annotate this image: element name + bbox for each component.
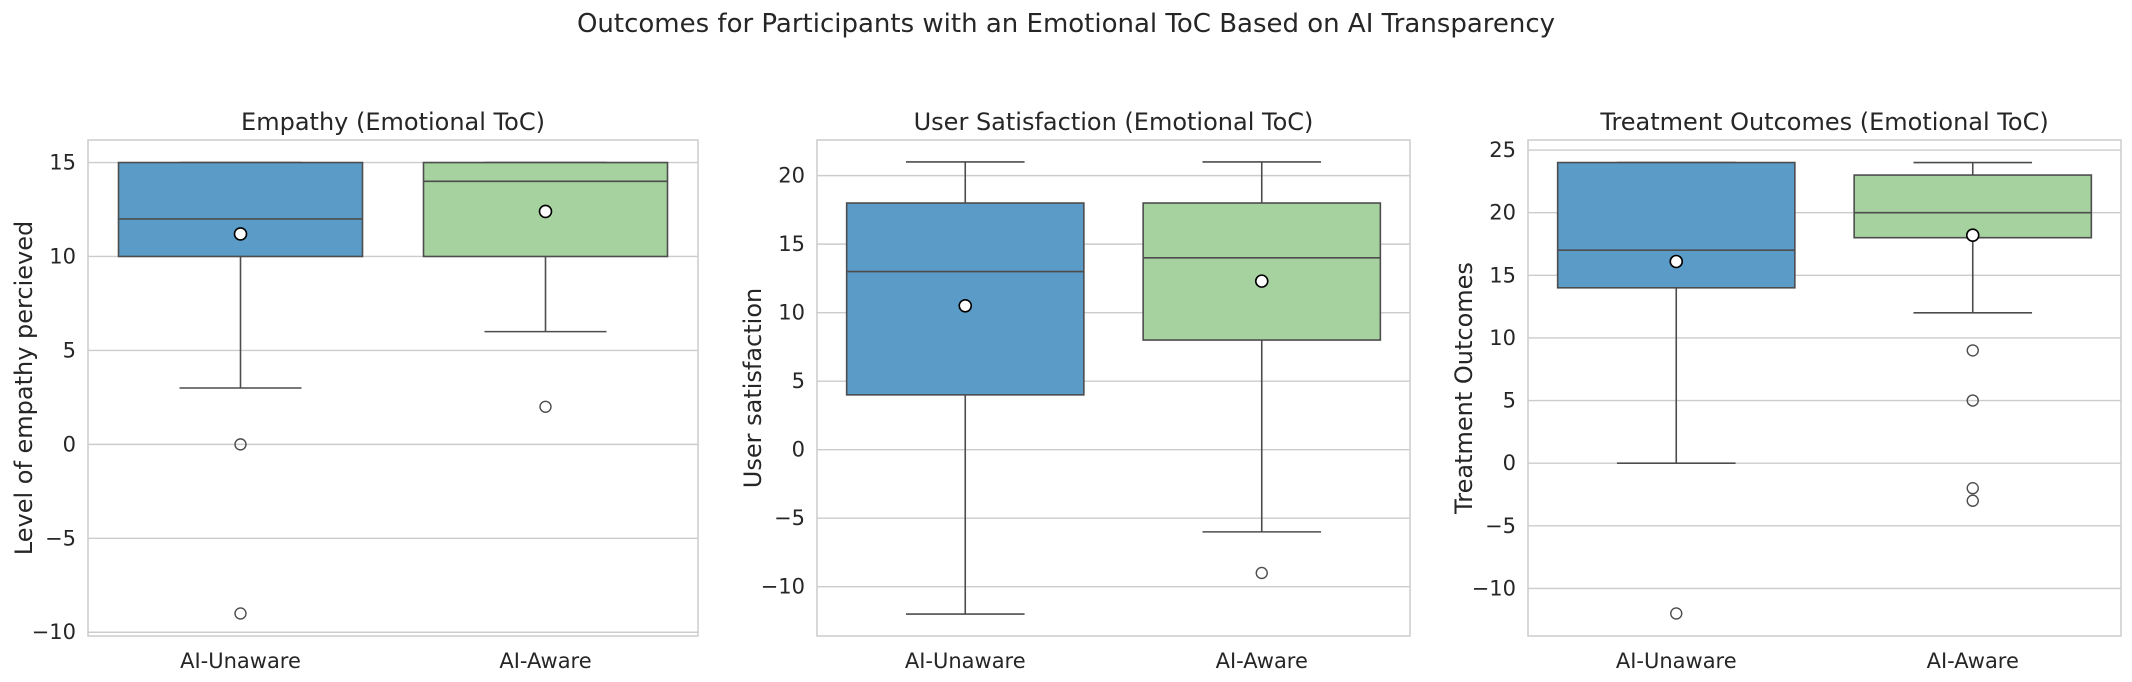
- y-axis-label: Treatment Outcomes: [1450, 262, 1478, 515]
- x-tick-label: AI-Unaware: [180, 649, 301, 673]
- mean-marker: [538, 204, 553, 219]
- mean-marker: [1254, 274, 1269, 288]
- y-tick-label: 10: [49, 244, 76, 268]
- outlier-point: [1255, 566, 1268, 580]
- iqr-box: [1853, 174, 2093, 239]
- iqr-box: [845, 202, 1085, 396]
- figure-title: Outcomes for Participants with an Emotio…: [577, 9, 1555, 39]
- outlier-point: [234, 607, 247, 620]
- chart-panel-3: −10 −5 0 5 10 15 20 25 Treatment Outcomes (Emoti…: [1450, 108, 2122, 673]
- chart-panels: −10 −5 0 5 10 15 Empathy (Emotional ToC) Level …: [10, 108, 2122, 673]
- outlier-point: [1966, 394, 1979, 407]
- y-tick-label: −10: [761, 575, 805, 599]
- box-ai-aware: [1853, 161, 2093, 507]
- box-ai-unaware: [117, 161, 364, 620]
- mean-marker: [1669, 254, 1684, 269]
- y-tick-label: 15: [49, 151, 76, 175]
- iqr-box: [117, 161, 364, 258]
- y-tick-label: 10: [778, 301, 805, 325]
- plot-frame: [816, 139, 1411, 637]
- box-ai-unaware: [1556, 161, 1796, 620]
- y-axis-label: User satisfaction: [739, 288, 767, 488]
- y-tick-label: 0: [1503, 451, 1516, 475]
- chart-panel-1: −10 −5 0 5 10 15 Empathy (Emotional ToC) Level …: [10, 108, 699, 673]
- mean-marker: [1965, 228, 1980, 242]
- outlier-point: [1670, 607, 1683, 620]
- x-tick-label: AI-Unaware: [1616, 649, 1737, 673]
- y-tick-label: −5: [1485, 514, 1516, 538]
- x-tick-label: AI-Aware: [1927, 649, 2019, 673]
- panel-title: User Satisfaction (Emotional ToC): [914, 108, 1314, 136]
- box-ai-unaware: [845, 161, 1085, 615]
- iqr-box: [1142, 202, 1382, 341]
- y-tick-label: 20: [778, 164, 805, 188]
- y-tick-label: 20: [1489, 201, 1516, 225]
- panel-title: Empathy (Emotional ToC): [241, 108, 545, 136]
- box-ai-aware: [1142, 161, 1382, 580]
- outlier-point: [234, 438, 247, 451]
- y-tick-label: −10: [1472, 576, 1516, 600]
- y-tick-label: 0: [63, 432, 76, 456]
- x-tick-label: AI-Aware: [1216, 649, 1308, 673]
- y-tick-label: 5: [1503, 389, 1516, 413]
- y-axis-label: Level of empathy percieved: [10, 221, 38, 555]
- y-tick-label: 10: [1489, 326, 1516, 350]
- iqr-box: [1556, 161, 1796, 289]
- y-tick-label: 5: [792, 369, 805, 393]
- outlier-point: [1966, 344, 1979, 357]
- box-ai-aware: [422, 161, 669, 413]
- y-tick-label: −5: [45, 526, 76, 550]
- y-tick-label: 5: [63, 338, 76, 362]
- outlier-point: [1966, 482, 1979, 495]
- panel-title: Treatment Outcomes (Emotional ToC): [1599, 108, 2048, 136]
- mean-marker: [233, 227, 248, 241]
- y-tick-label: 15: [778, 232, 805, 256]
- x-tick-label: AI-Aware: [499, 649, 591, 673]
- chart-panel-2: −10 −5 0 5 10 15 20 User Satisfaction (Emotiona…: [739, 108, 1411, 673]
- x-tick-label: AI-Unaware: [905, 649, 1026, 673]
- y-tick-label: −5: [774, 506, 805, 530]
- y-tick-label: 0: [792, 438, 805, 462]
- plot-frame: [87, 139, 699, 637]
- mean-marker: [958, 298, 973, 313]
- outlier-point: [1966, 494, 1979, 507]
- y-tick-label: −10: [32, 620, 76, 644]
- plot-frame: [1527, 139, 2122, 637]
- y-tick-label: 15: [1489, 263, 1516, 287]
- outlier-point: [539, 400, 552, 413]
- y-tick-label: 25: [1489, 138, 1516, 162]
